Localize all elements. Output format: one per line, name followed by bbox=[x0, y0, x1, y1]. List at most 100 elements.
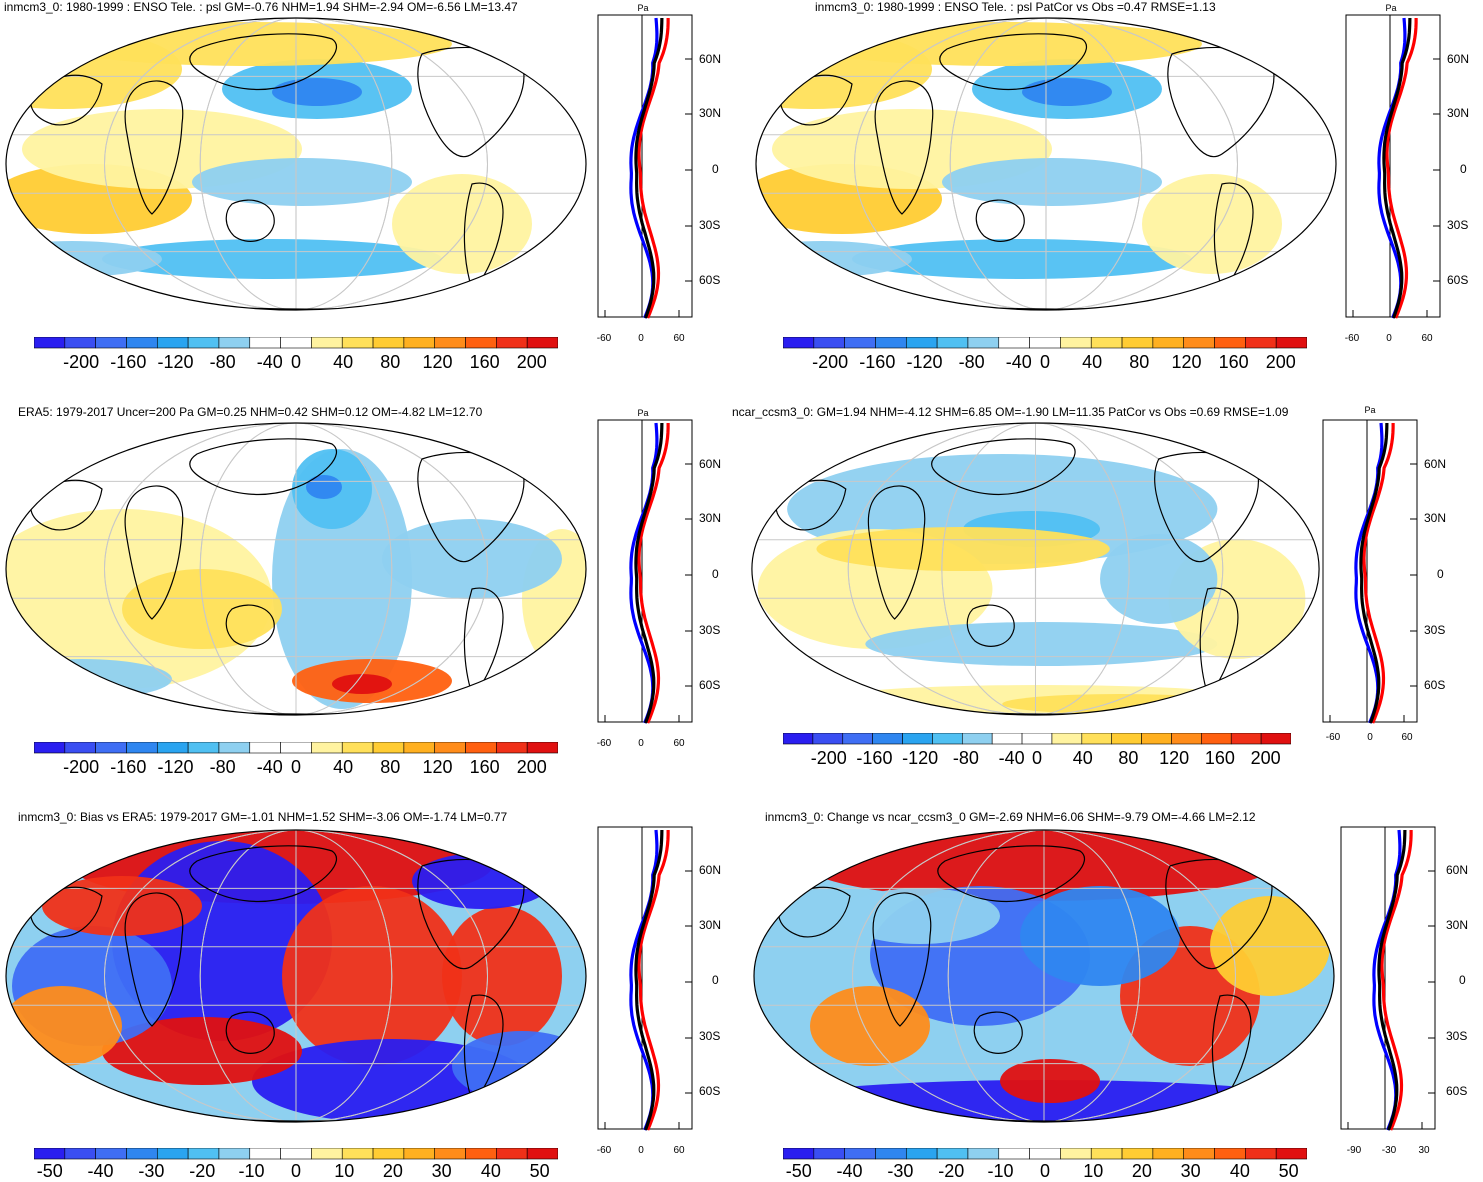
colorbar-swatch bbox=[1142, 733, 1172, 744]
colorbar-label: 80 bbox=[380, 757, 400, 778]
colorbar-swatch bbox=[342, 742, 373, 753]
field-blob bbox=[282, 886, 462, 1066]
lat-label: 60S bbox=[699, 273, 720, 287]
zonal-frame bbox=[598, 15, 692, 317]
panel-title: inmcm3_0: 1980-1999 : ENSO Tele. : psl P… bbox=[815, 0, 1216, 14]
colorbar-swatch bbox=[813, 733, 843, 744]
colorbar-swatch bbox=[1153, 337, 1184, 348]
colorbar-label: -120 bbox=[906, 352, 942, 373]
colorbar-label: 40 bbox=[333, 352, 353, 373]
colorbar-swatch bbox=[188, 1148, 219, 1159]
colorbar-label: -40 bbox=[257, 352, 283, 373]
colorbar-label: -40 bbox=[257, 757, 283, 778]
colorbar-swatch bbox=[527, 742, 558, 753]
zonal-x-label: 60 bbox=[1421, 333, 1432, 344]
lat-label: 60S bbox=[699, 1084, 720, 1098]
colorbar-swatch bbox=[157, 742, 188, 753]
zonal-frame bbox=[598, 827, 692, 1129]
field-blob bbox=[1100, 534, 1217, 624]
colorbar-label: 0 bbox=[291, 352, 301, 373]
colorbar-label: 120 bbox=[1171, 352, 1201, 373]
colorbar-swatch bbox=[311, 742, 342, 753]
colorbar-swatch bbox=[906, 1148, 937, 1159]
colorbar-swatch bbox=[1060, 1148, 1091, 1159]
colorbar-label: 50 bbox=[1279, 1161, 1299, 1182]
lat-label: 30N bbox=[1447, 106, 1469, 120]
colorbar-label: 120 bbox=[1159, 748, 1189, 769]
colorbar-swatch bbox=[96, 1148, 127, 1159]
colorbar-label: 30 bbox=[432, 1161, 452, 1182]
colorbar-swatch bbox=[783, 337, 814, 348]
lat-label: 30N bbox=[699, 106, 721, 120]
colorbar-swatch bbox=[1122, 337, 1153, 348]
colorbar-swatch bbox=[1215, 337, 1246, 348]
colorbar-swatch bbox=[342, 1148, 373, 1159]
field-blob bbox=[52, 22, 452, 66]
lat-label: 30S bbox=[1446, 1029, 1467, 1043]
colorbar-swatch bbox=[466, 337, 497, 348]
colorbar bbox=[783, 733, 1291, 745]
colorbar-label: -200 bbox=[63, 757, 99, 778]
colorbar-label: 120 bbox=[422, 757, 452, 778]
lat-label: 30S bbox=[1424, 623, 1445, 637]
lat-label: 60N bbox=[699, 457, 721, 471]
colorbar-label: 40 bbox=[481, 1161, 501, 1182]
panel-title: inmcm3_0: 1980-1999 : ENSO Tele. : psl G… bbox=[4, 0, 518, 14]
colorbar-swatch bbox=[65, 742, 96, 753]
colorbar-swatch bbox=[466, 1148, 497, 1159]
colorbar-swatch bbox=[219, 742, 250, 753]
colorbar-label: -160 bbox=[856, 748, 892, 769]
colorbar-label: -50 bbox=[786, 1161, 812, 1182]
colorbar-swatch bbox=[845, 337, 876, 348]
zonal-mean-profile bbox=[1345, 14, 1441, 320]
colorbar-swatch bbox=[157, 337, 188, 348]
colorbar-swatch bbox=[373, 337, 404, 348]
lat-label: 0 bbox=[712, 162, 719, 176]
lat-label: 0 bbox=[712, 973, 719, 987]
zonal-frame bbox=[1346, 15, 1440, 317]
colorbar-swatch bbox=[1276, 337, 1307, 348]
lat-label: 60S bbox=[1424, 678, 1445, 692]
colorbar-swatch bbox=[435, 1148, 466, 1159]
colorbar-swatch bbox=[1091, 1148, 1122, 1159]
colorbar-swatch bbox=[1231, 733, 1261, 744]
colorbar-label: 40 bbox=[333, 757, 353, 778]
lat-label: 60S bbox=[1446, 1084, 1467, 1098]
colorbar-swatch bbox=[845, 1148, 876, 1159]
zonal-x-label: -90 bbox=[1347, 1145, 1361, 1156]
map-robinson bbox=[752, 14, 1340, 314]
colorbar-swatch bbox=[999, 337, 1030, 348]
field-blob bbox=[412, 853, 552, 909]
lat-label: 0 bbox=[1460, 162, 1467, 176]
colorbar-label: 10 bbox=[334, 1161, 354, 1182]
colorbar-swatch bbox=[1082, 733, 1112, 744]
colorbar-swatch bbox=[999, 1148, 1030, 1159]
colorbar-swatch bbox=[65, 1148, 96, 1159]
colorbar-swatch bbox=[126, 337, 157, 348]
colorbar-label: -40 bbox=[999, 748, 1025, 769]
colorbar-label: -80 bbox=[210, 757, 236, 778]
colorbar-swatch bbox=[527, 337, 558, 348]
zonal-x-label: 60 bbox=[673, 738, 684, 749]
lat-label: 30S bbox=[1447, 218, 1468, 232]
panel-title: ncar_ccsm3_0: GM=1.94 NHM=-4.12 SHM=6.85… bbox=[732, 405, 1288, 419]
colorbar-swatch bbox=[281, 1148, 312, 1159]
colorbar-swatch bbox=[1030, 337, 1061, 348]
lat-label: 60N bbox=[699, 863, 721, 877]
colorbar-swatch bbox=[843, 733, 873, 744]
colorbar-label: -40 bbox=[837, 1161, 863, 1182]
colorbar-swatch bbox=[404, 742, 435, 753]
colorbar-swatch bbox=[496, 742, 527, 753]
zonal-mean-profile bbox=[1322, 419, 1418, 725]
colorbar-label: -40 bbox=[88, 1161, 114, 1182]
lat-label: 0 bbox=[712, 567, 719, 581]
colorbar-swatch bbox=[1201, 733, 1231, 744]
colorbar-swatch bbox=[903, 733, 933, 744]
field-blob bbox=[1002, 694, 1237, 714]
colorbar-swatch bbox=[814, 337, 845, 348]
colorbar-swatch bbox=[1245, 337, 1276, 348]
zonal-frame bbox=[598, 420, 692, 722]
colorbar-swatch bbox=[311, 1148, 342, 1159]
colorbar-label: -50 bbox=[37, 1161, 63, 1182]
colorbar-swatch bbox=[1122, 1148, 1153, 1159]
